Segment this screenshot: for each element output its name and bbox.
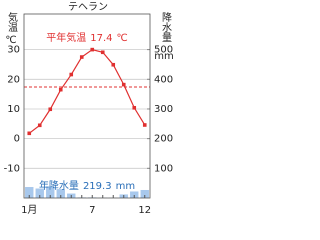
y-tick-label: 30	[7, 45, 20, 56]
y2-tick-label: 500	[154, 45, 173, 56]
precip-bar	[25, 187, 34, 198]
temp-point	[27, 131, 32, 136]
precip-bar	[130, 191, 139, 198]
temp-point	[58, 87, 63, 92]
temp-point	[48, 107, 53, 112]
precip-bar	[46, 186, 55, 198]
temp-point	[37, 123, 42, 128]
y-tick-label: -10	[4, 163, 20, 174]
temp-point	[142, 123, 147, 127]
temp-point	[132, 105, 137, 110]
y-axis-label: 気温	[6, 11, 18, 32]
temp-point	[111, 62, 116, 67]
temp-point	[79, 55, 84, 59]
temp-point	[90, 47, 95, 52]
y2-tick-label: 400	[154, 74, 173, 85]
y-axis-unit: ℃	[5, 35, 16, 46]
y-tick-label: 20	[7, 74, 20, 85]
plot-frame	[23, 13, 151, 199]
precip-bar	[140, 189, 149, 198]
temp-point	[69, 72, 74, 77]
chart: テヘラン 気温 ℃ 降水量 mm -10 0 10 20 30 100 200 300 400 5…	[4, 1, 174, 216]
annotation-part: 219.3	[83, 181, 112, 192]
y-tick-label: 0	[14, 134, 20, 145]
precip-bar	[56, 189, 65, 198]
y2-tick-label: 100	[154, 163, 173, 174]
temp-line	[28, 48, 146, 134]
y2-axis-unit: mm	[154, 51, 173, 62]
temp-point	[121, 82, 126, 87]
x-tick-label: 1月	[21, 204, 37, 216]
precip-bar	[35, 188, 44, 198]
annotation-part: mm	[116, 181, 135, 192]
annotation-part: 年降水量	[39, 179, 79, 192]
annotation-part: 平年気温	[46, 31, 86, 44]
y-tick-label: 10	[7, 104, 20, 115]
annotation-part: ℃	[117, 33, 128, 44]
y2-tick-label: 300	[154, 104, 173, 115]
mean-temp-annotation: 平年気温 17.4 ℃	[46, 31, 128, 44]
annual-precip-annotation: 年降水量 219.3 mm	[39, 179, 135, 192]
temp-point	[100, 50, 105, 55]
annotation-part: 17.4	[90, 33, 112, 44]
x-tick-label: 7	[89, 205, 95, 216]
y2-axis-label: 降水量	[160, 11, 172, 42]
y2-tick-label: 200	[154, 134, 173, 145]
x-tick-label: 12	[138, 205, 151, 216]
chart-title: テヘラン	[68, 1, 108, 13]
